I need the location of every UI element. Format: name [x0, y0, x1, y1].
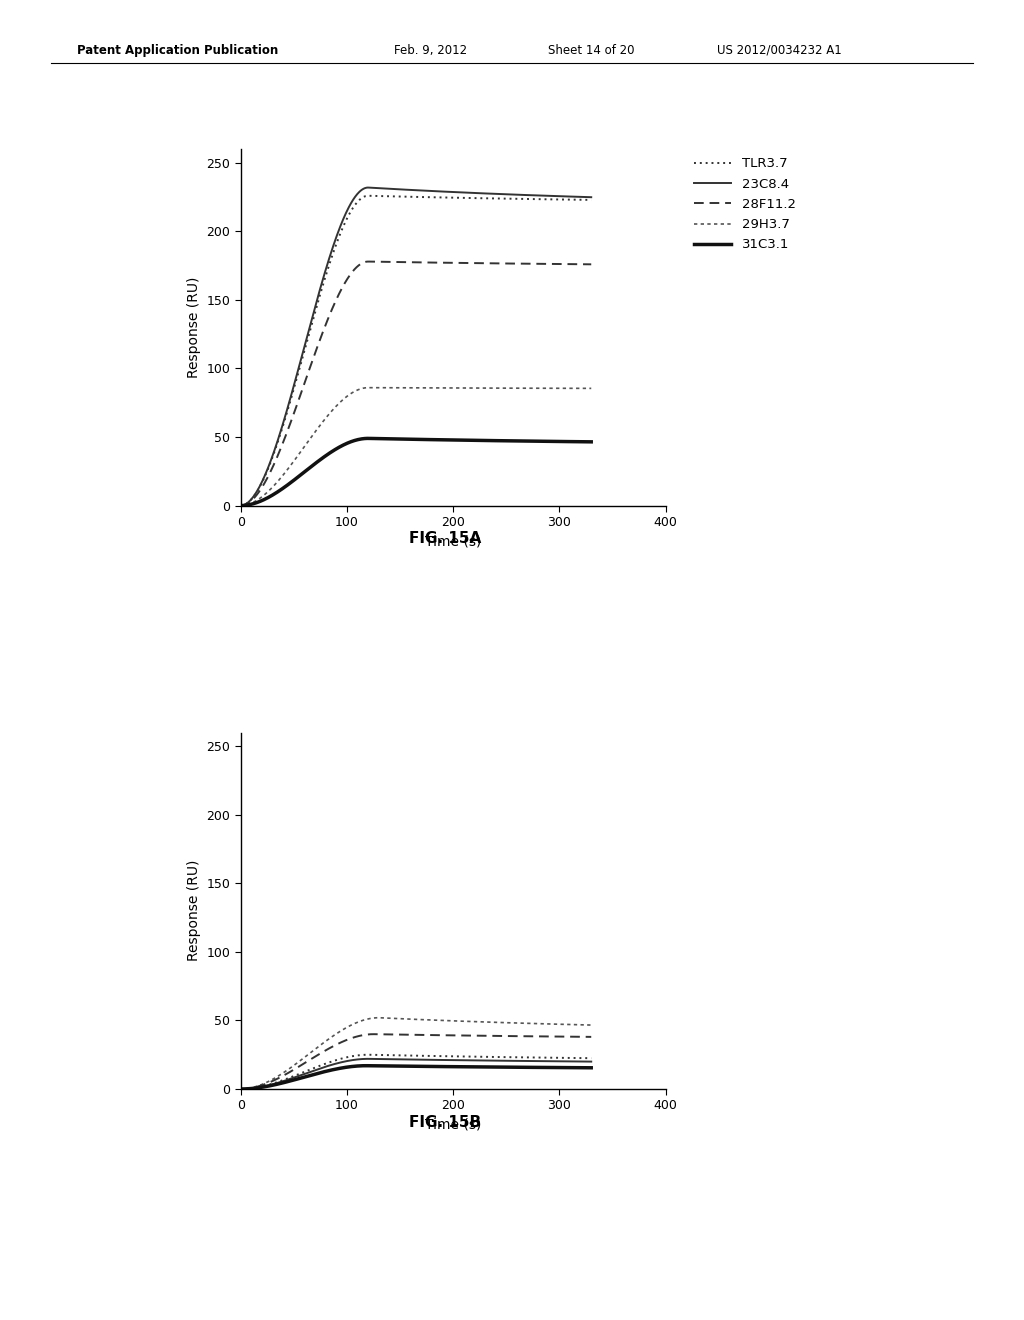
Text: Sheet 14 of 20: Sheet 14 of 20	[548, 44, 634, 57]
Y-axis label: Response (RU): Response (RU)	[186, 277, 201, 378]
Y-axis label: Response (RU): Response (RU)	[186, 861, 201, 961]
Text: Patent Application Publication: Patent Application Publication	[77, 44, 279, 57]
Legend: TLR3.7, 23C8.4, 28F11.2, 29H3.7, 31C3.1: TLR3.7, 23C8.4, 28F11.2, 29H3.7, 31C3.1	[689, 152, 801, 257]
X-axis label: Time (s): Time (s)	[425, 535, 481, 549]
Text: US 2012/0034232 A1: US 2012/0034232 A1	[717, 44, 842, 57]
X-axis label: Time (s): Time (s)	[425, 1118, 481, 1133]
Text: FIG. 15B: FIG. 15B	[410, 1115, 481, 1130]
Text: Feb. 9, 2012: Feb. 9, 2012	[394, 44, 467, 57]
Text: FIG. 15A: FIG. 15A	[410, 531, 481, 545]
